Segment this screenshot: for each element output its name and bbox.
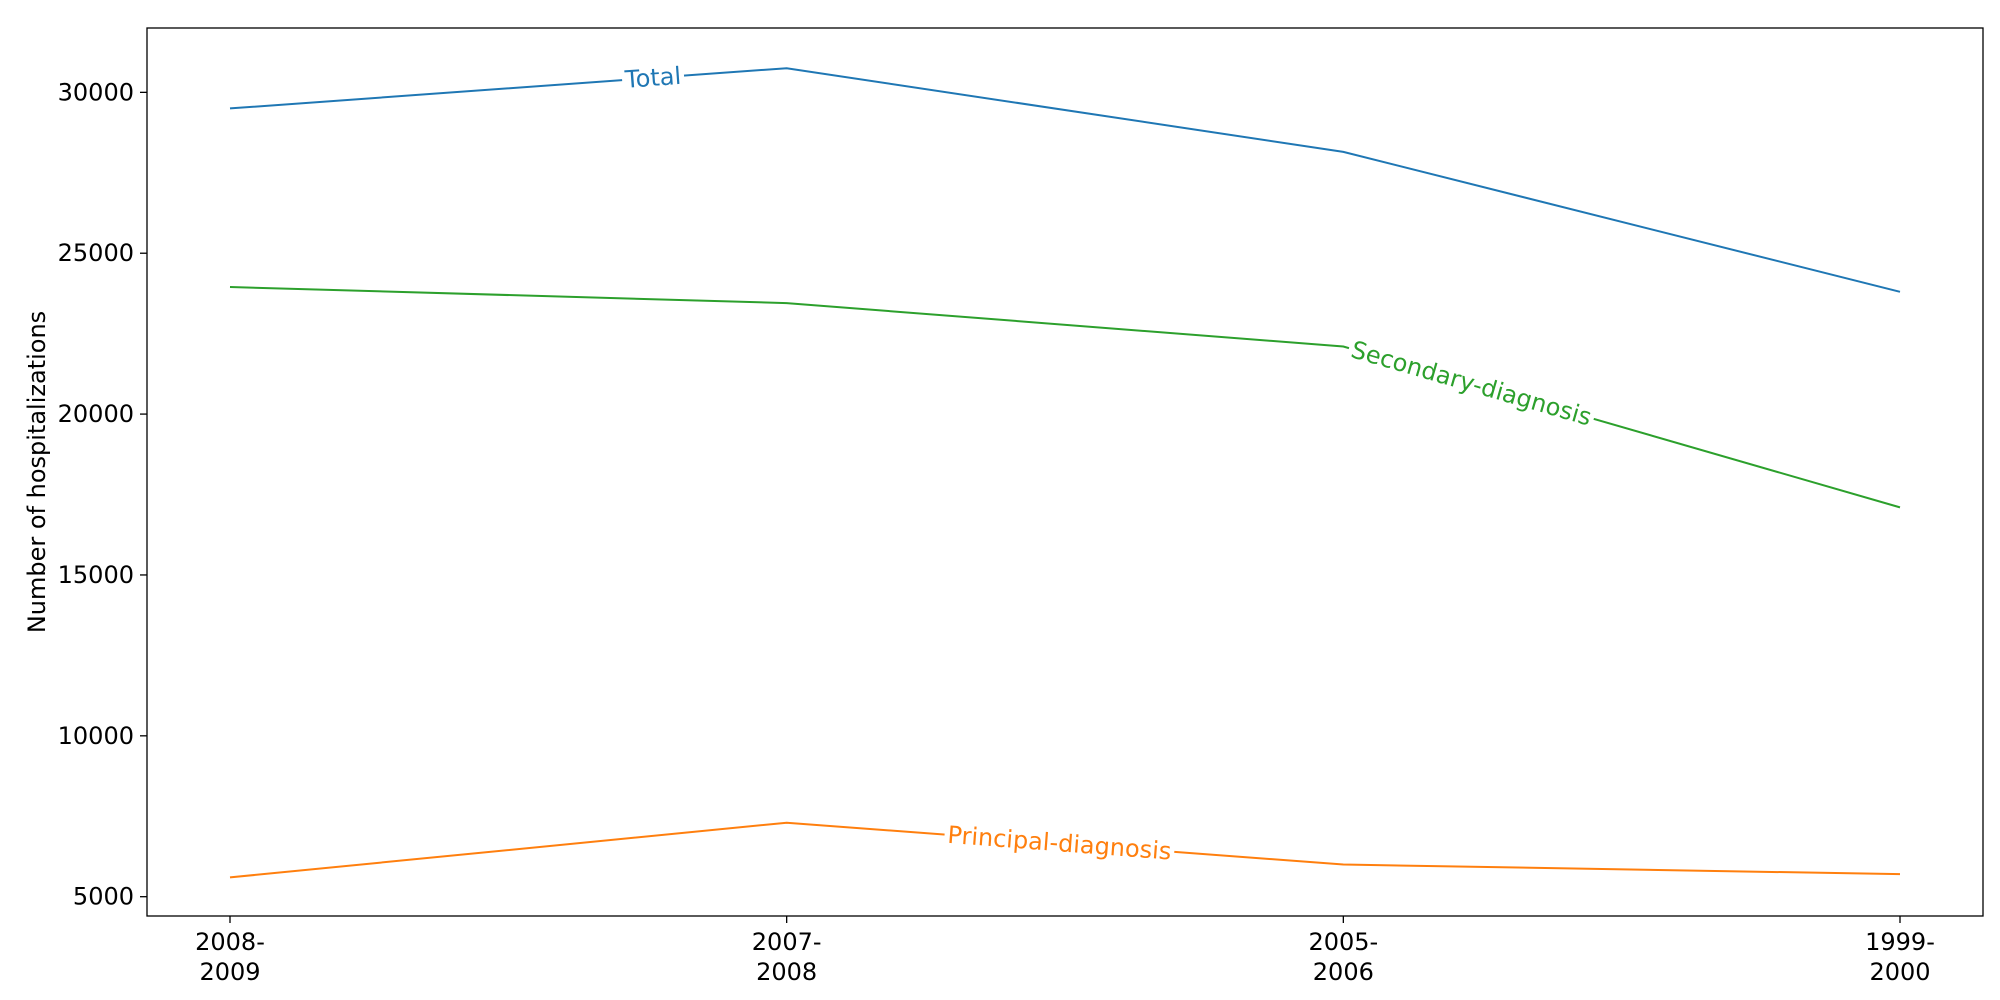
series-line-total (229, 67, 1901, 293)
series-label-text: Principal-diagnosis (947, 821, 1173, 866)
series-label-background (943, 821, 1176, 865)
y-tick-label: 15000 (58, 561, 134, 589)
series-label-total: Total (621, 62, 685, 94)
x-tick-label: 1999-2000 (1865, 928, 1935, 986)
series-label-text: Secondary-diagnosis (1348, 336, 1595, 432)
series-line-secondary-diagnosis (229, 286, 1901, 509)
series-label-background (621, 62, 685, 94)
plot-frame (146, 27, 1984, 917)
y-tick-label: 5000 (73, 883, 134, 911)
y-axis-title: Number of hospitalizations (23, 311, 51, 633)
y-tick-label: 10000 (58, 722, 134, 750)
y-tick-label: 20000 (58, 400, 134, 428)
series-label-background (1345, 335, 1598, 432)
y-tick-label: 30000 (58, 78, 134, 106)
series-label-principal-diagnosis: Principal-diagnosis (943, 821, 1176, 866)
x-tick-label: 2007-2008 (752, 928, 822, 986)
x-tick-label: 2008-2009 (195, 928, 265, 986)
y-tick-label: 25000 (58, 239, 134, 267)
series-label-text: Total (623, 62, 682, 94)
series-label-secondary-diagnosis: Secondary-diagnosis (1345, 335, 1598, 432)
x-tick-label: 2005-2006 (1308, 928, 1378, 986)
